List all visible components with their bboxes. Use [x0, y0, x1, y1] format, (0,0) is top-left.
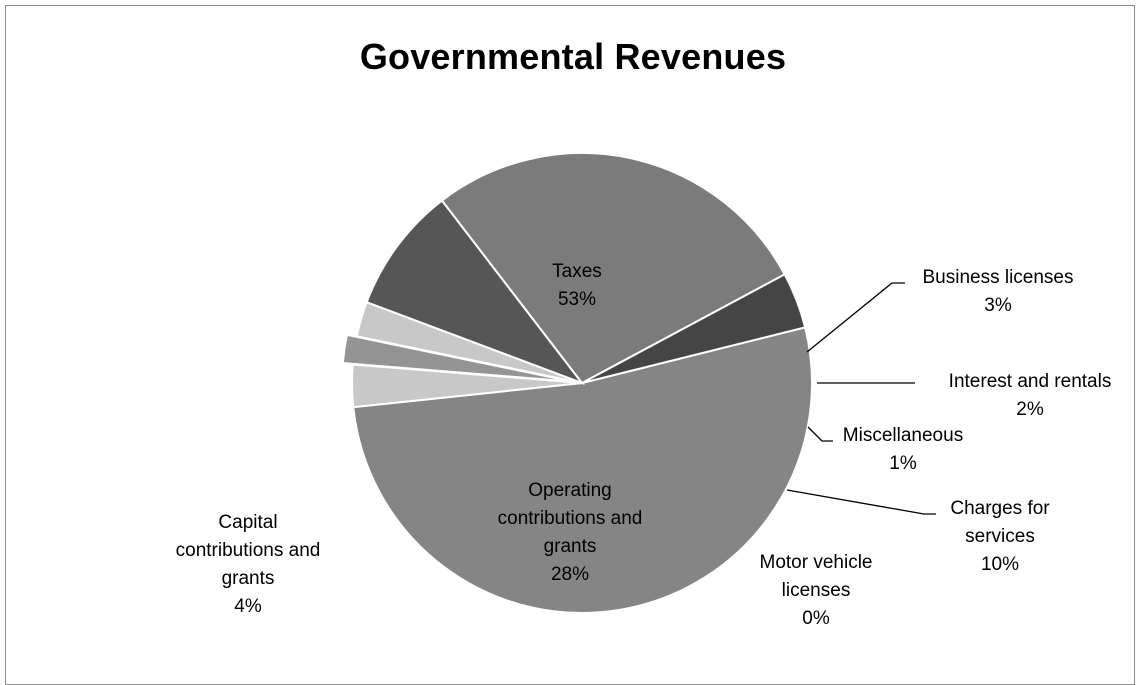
slice-taxes: [352, 326, 813, 614]
data-label-taxes: Taxes 53%: [552, 261, 602, 310]
data-label-miscellaneous: Miscellaneous 1%: [843, 425, 963, 474]
slice-charges-for-services: [365, 199, 585, 386]
data-label-business-licenses: Business licenses 3%: [922, 267, 1073, 316]
data-label-interest-and-rentals: Interest and rentals 2%: [949, 371, 1112, 420]
slice-operating-contributions-and-grants: [440, 152, 787, 385]
leader-business-licenses: [806, 282, 905, 353]
leader-charges-for-services: [786, 489, 936, 515]
data-label-capital-contributions-and-grants: Capital contributions and grants 4%: [176, 512, 321, 617]
leader-miscellaneous: [807, 426, 833, 442]
slice-capital-contributions-and-grants: [581, 273, 807, 384]
data-label-charges-for-services: Charges for services 10%: [950, 498, 1050, 575]
chart-title: Governmental Revenues: [359, 36, 787, 77]
data-label-motor-vehicle-licenses: Motor vehicle licenses 0%: [760, 552, 873, 629]
data-label-operating-contributions-and-grants: Operating contributions and grants 28%: [498, 480, 643, 585]
